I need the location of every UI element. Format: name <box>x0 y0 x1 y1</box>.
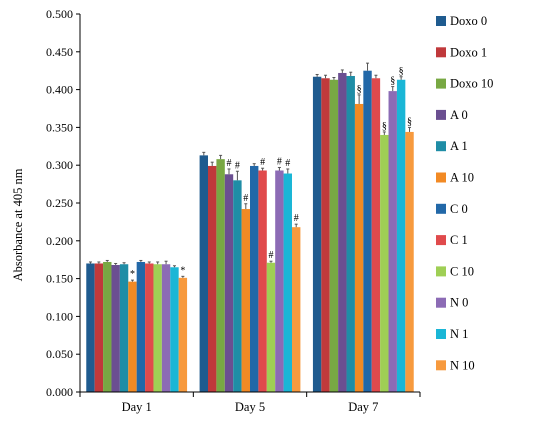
y-axis-title: Absorbance at 405 nm <box>11 168 25 281</box>
bar-n-0-day-1 <box>161 264 171 392</box>
bar-doxo-10-day-7 <box>329 79 339 393</box>
legend-swatch <box>436 16 446 26</box>
significance-mark: * <box>180 265 185 276</box>
legend-label: A 10 <box>450 171 474 185</box>
significance-mark: * <box>130 269 135 280</box>
bar-a-0-day-1 <box>111 264 120 392</box>
legend-swatch <box>436 266 446 277</box>
bar-c-10-day-7 <box>380 134 389 392</box>
y-tick-label: 0.450 <box>46 45 73 59</box>
y-tick-label: 0.350 <box>46 120 73 134</box>
significance-mark: # <box>235 160 240 171</box>
y-tick-label: 0.150 <box>46 272 73 286</box>
bar-n-10-day-1 <box>178 277 188 392</box>
bar-a-1-day-1 <box>119 264 129 392</box>
bar-doxo-1-day-5 <box>208 165 217 392</box>
bar-c-10-day-5 <box>266 262 276 392</box>
x-tick-label: Day 7 <box>348 400 378 414</box>
legend-swatch <box>436 297 446 308</box>
y-tick-label: 0.000 <box>46 385 73 399</box>
significance-mark: # <box>294 213 299 224</box>
y-tick-label: 0.200 <box>46 234 73 248</box>
legend-swatch <box>436 78 446 89</box>
axes: Day 1 Day 5 Day 7 0.000 0.050 0.100 0.150 0.200… <box>46 7 421 414</box>
significance-mark: # <box>277 156 282 167</box>
legend-swatch <box>436 203 446 214</box>
bar-a-10-day-1 <box>128 281 137 392</box>
legend-label: C 10 <box>450 264 474 278</box>
y-tick-label: 0.500 <box>46 7 73 21</box>
significance-mark: § <box>382 121 387 132</box>
bar-a-10-day-7 <box>354 103 364 393</box>
legend-label: N 10 <box>450 358 475 372</box>
legend-label: Doxo 1 <box>450 45 487 59</box>
bar-a-0-day-7 <box>338 72 347 392</box>
legend-label: A 1 <box>450 139 468 153</box>
legend-swatch <box>436 47 446 58</box>
bar-n-10-day-7 <box>405 131 414 392</box>
y-tick-label: 0.050 <box>46 347 73 361</box>
bar-a-0-day-5 <box>224 174 234 392</box>
y-tick-label: 0.300 <box>46 158 73 172</box>
y-tick-label: 0.100 <box>46 309 73 323</box>
legend: Doxo 0 Doxo 1 Doxo 10 A 0 A 1 A 10 C 0 C 1 C 10 N… <box>436 14 493 372</box>
significance-mark: § <box>407 116 412 127</box>
y-tick-label: 0.250 <box>46 196 73 210</box>
bar-n-1-day-1 <box>170 267 179 392</box>
bar-c-0-day-1 <box>136 261 146 392</box>
legend-label: N 1 <box>450 327 468 341</box>
bar-c-1-day-7 <box>371 78 381 392</box>
bar-n-1-day-7 <box>396 79 406 393</box>
legend-label: Doxo 0 <box>450 14 487 28</box>
legend-swatch <box>436 360 446 371</box>
bar-c-0-day-5 <box>250 165 259 392</box>
bar-n-0-day-5 <box>275 170 284 392</box>
bar-doxo-0-day-1 <box>86 263 95 392</box>
bar-c-1-day-5 <box>258 170 267 392</box>
significance-mark: # <box>227 158 232 169</box>
significance-mark: § <box>399 66 404 77</box>
x-tick-label: Day 5 <box>235 400 265 414</box>
legend-label: A 0 <box>450 108 468 122</box>
legend-label: C 0 <box>450 202 468 216</box>
legend-label: C 1 <box>450 233 468 247</box>
legend-swatch <box>436 329 446 339</box>
bar-a-1-day-5 <box>233 180 242 392</box>
bar-c-1-day-1 <box>145 263 154 392</box>
x-tick-label: Day 1 <box>122 400 152 414</box>
bar-doxo-0-day-5 <box>199 155 208 392</box>
bar-n-10-day-5 <box>292 227 301 392</box>
bar-doxo-1-day-1 <box>94 263 104 392</box>
bar-doxo-1-day-7 <box>321 78 330 392</box>
significance-mark: § <box>390 76 395 87</box>
legend-swatch <box>436 109 446 120</box>
plot-area: * *# ##### ##§§§§§ <box>86 62 414 393</box>
significance-mark: § <box>357 84 362 95</box>
bar-doxo-10-day-1 <box>103 261 112 392</box>
bar-a-10-day-5 <box>241 209 250 392</box>
bar-n-1-day-5 <box>283 173 292 392</box>
bar-a-1-day-7 <box>346 75 355 393</box>
legend-label: Doxo 10 <box>450 77 493 91</box>
bar-doxo-0-day-7 <box>312 76 322 392</box>
bar-c-0-day-7 <box>363 70 372 392</box>
bar-doxo-10-day-5 <box>216 159 225 392</box>
legend-label: N 0 <box>450 296 468 310</box>
significance-mark: # <box>260 157 265 168</box>
bar-c-10-day-1 <box>153 264 162 392</box>
significance-mark: # <box>243 193 248 204</box>
legend-swatch <box>436 141 446 152</box>
significance-mark: # <box>269 250 274 261</box>
y-tick-label: 0.400 <box>46 83 73 97</box>
significance-mark: # <box>285 158 290 169</box>
legend-swatch <box>436 235 446 246</box>
legend-swatch <box>436 172 446 183</box>
bar-n-0-day-7 <box>388 91 397 393</box>
